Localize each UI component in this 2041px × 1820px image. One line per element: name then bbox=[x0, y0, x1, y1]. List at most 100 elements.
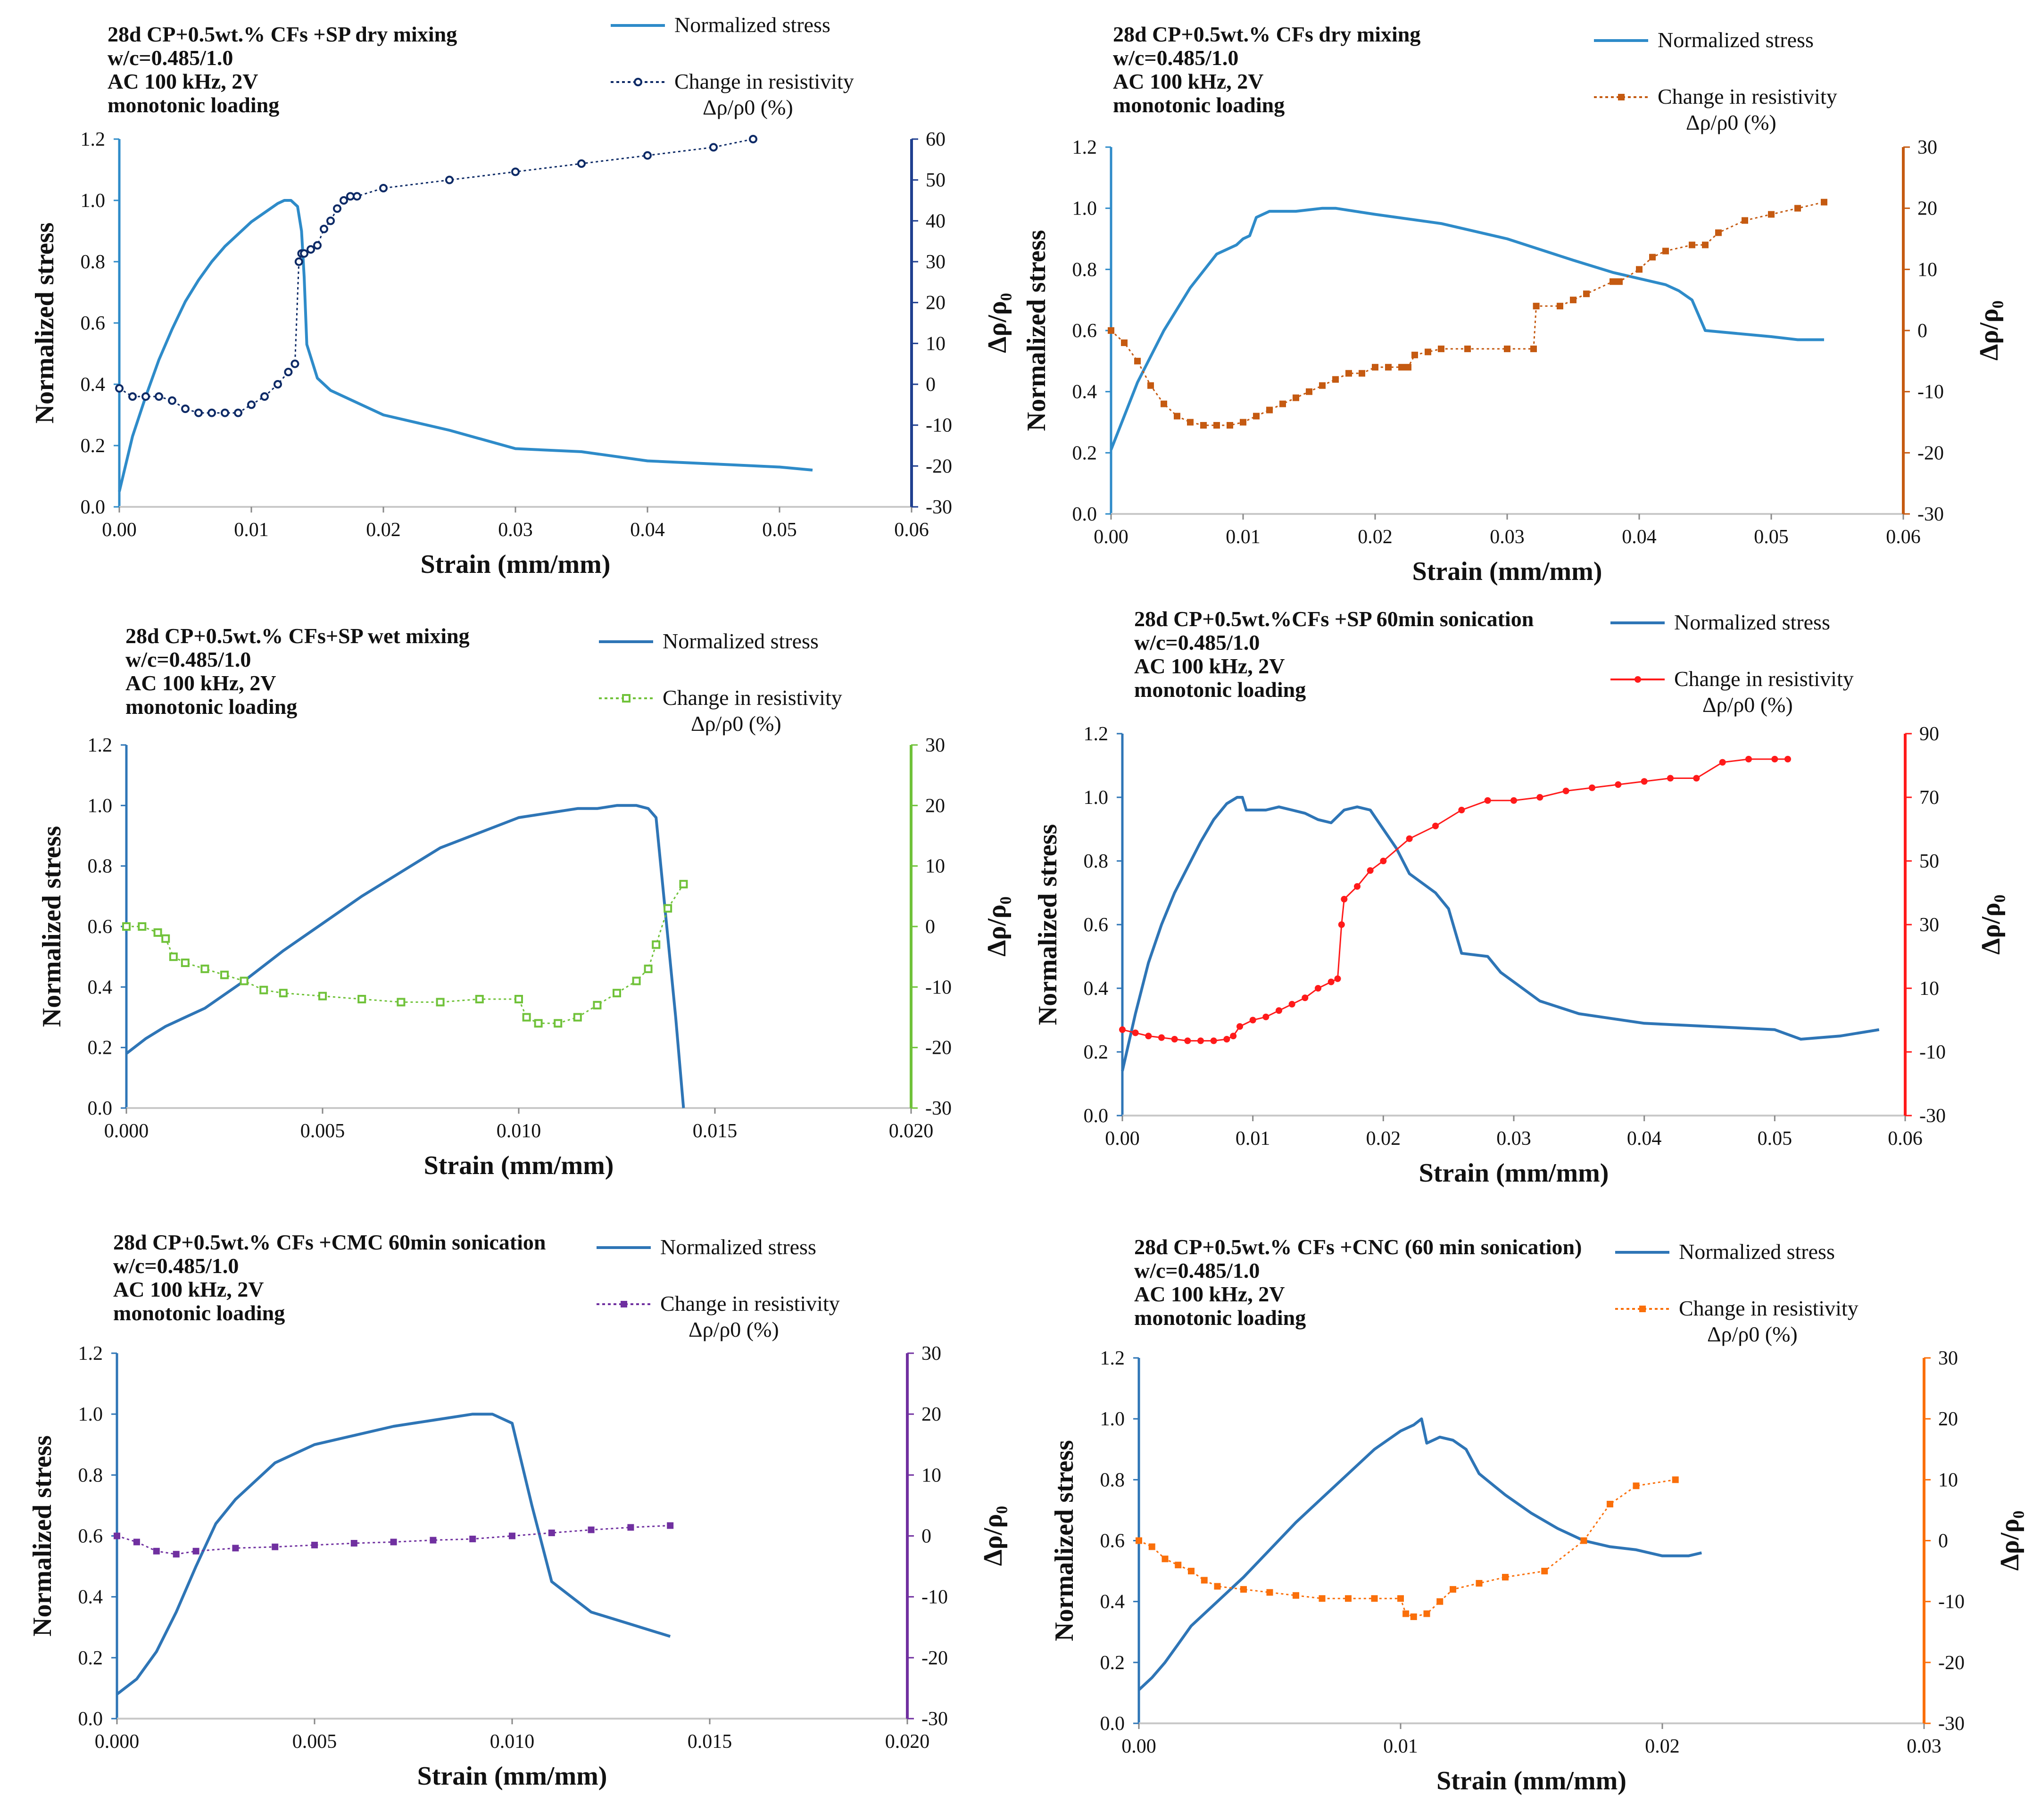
resistivity-point bbox=[1136, 1537, 1142, 1544]
y2-tick-label: 20 bbox=[1917, 198, 1937, 220]
resistivity-point bbox=[430, 1537, 437, 1544]
chart-title-line: 28d CP+0.5wt.% CFs+SP wet mixing bbox=[125, 624, 470, 648]
y-tick-label: 0.6 bbox=[78, 1526, 103, 1547]
resistivity-point bbox=[1145, 1033, 1152, 1040]
x-tick-label: 0.02 bbox=[1366, 1128, 1401, 1150]
y2-tick-label: -30 bbox=[921, 1708, 948, 1730]
resistivity-point bbox=[1236, 1023, 1243, 1030]
resistivity-point bbox=[397, 998, 406, 1007]
y2-tick-label: -20 bbox=[921, 1647, 948, 1669]
chart-title-line: w/c=0.485/1.0 bbox=[113, 1254, 239, 1278]
resistivity-point bbox=[1607, 1501, 1613, 1507]
resistivity-point bbox=[333, 204, 341, 213]
y2-axis-label: Δρ/ρ₀ bbox=[979, 1506, 1008, 1566]
chart-title-line: AC 100 kHz, 2V bbox=[125, 671, 276, 695]
resistivity-point bbox=[133, 1539, 140, 1546]
chart-panel-3: 28d CP+0.5wt.% CFs+SP wet mixingw/c=0.48… bbox=[37, 624, 1012, 1180]
y2-tick-label: -10 bbox=[1919, 1042, 1946, 1063]
legend-stress-label: Normalized stress bbox=[1679, 1240, 1835, 1264]
resistivity-point bbox=[1385, 364, 1392, 371]
resistivity-point bbox=[1589, 784, 1595, 791]
resistivity-point bbox=[1397, 1595, 1404, 1602]
resistivity-point bbox=[1425, 348, 1431, 356]
x-tick-label: 0.06 bbox=[894, 519, 929, 541]
resistivity-point bbox=[709, 143, 718, 152]
y-tick-label: 0.6 bbox=[1084, 914, 1109, 936]
resistivity-point bbox=[1158, 1034, 1165, 1041]
resistivity-point bbox=[1715, 229, 1722, 236]
resistivity-point bbox=[1821, 199, 1827, 206]
resistivity-point bbox=[1327, 978, 1335, 985]
x-tick-label: 0.03 bbox=[1496, 1128, 1531, 1150]
resistivity-point bbox=[153, 928, 162, 937]
chart-title-line: monotonic loading bbox=[1113, 93, 1285, 117]
y-tick-label: 1.0 bbox=[78, 1404, 103, 1425]
y2-tick-label: 70 bbox=[1919, 787, 1939, 809]
y-tick-label: 0.0 bbox=[78, 1708, 103, 1730]
resistivity-point bbox=[290, 359, 299, 368]
y-tick-label: 1.2 bbox=[1084, 723, 1109, 745]
resistivity-point bbox=[1636, 266, 1643, 273]
y2-tick-label: 50 bbox=[1919, 851, 1939, 872]
y2-tick-label: -30 bbox=[926, 496, 952, 518]
chart-title-line: monotonic loading bbox=[1134, 678, 1306, 702]
resistivity-point bbox=[1288, 1001, 1295, 1008]
y2-tick-label: 30 bbox=[921, 1343, 941, 1365]
y-tick-label: 0.8 bbox=[1084, 851, 1109, 872]
resistivity-point bbox=[247, 400, 256, 409]
resistivity-point bbox=[1161, 400, 1167, 407]
legend-resistivity-label: Change in resistivity bbox=[663, 686, 842, 710]
chart-title-line: 28d CP+0.5wt.% CFs +CNC (60 min sonicati… bbox=[1134, 1235, 1582, 1259]
x-tick-label: 0.05 bbox=[1758, 1128, 1792, 1150]
legend-resistivity-label: Change in resistivity bbox=[1658, 84, 1837, 108]
legend-resistivity-unit: Δρ/ρ0 (%) bbox=[1702, 693, 1793, 717]
resistivity-point bbox=[155, 392, 163, 401]
resistivity-point bbox=[1293, 394, 1299, 401]
resistivity-point bbox=[1672, 1476, 1679, 1483]
y-tick-label: 0.6 bbox=[1100, 1530, 1125, 1552]
resistivity-point bbox=[138, 922, 147, 931]
resistivity-point bbox=[1405, 364, 1411, 371]
chart-title-line: monotonic loading bbox=[113, 1301, 285, 1325]
series-normalized-stress-line bbox=[1121, 796, 1880, 1072]
legend: Normalized stress Change in resistivityΔρ… bbox=[1615, 1240, 1858, 1346]
y-tick-label: 0.2 bbox=[78, 1647, 103, 1669]
resistivity-point bbox=[220, 970, 229, 979]
resistivity-point bbox=[326, 216, 335, 225]
resistivity-point bbox=[114, 1532, 120, 1539]
resistivity-point bbox=[1702, 241, 1709, 248]
y-axis-label: Normalized stress bbox=[1022, 230, 1051, 431]
x-tick-label: 0.06 bbox=[1888, 1128, 1923, 1150]
x-axis-label: Strain (mm/mm) bbox=[424, 1151, 614, 1180]
resistivity-point bbox=[320, 224, 328, 233]
resistivity-point bbox=[346, 192, 355, 201]
y-tick-label: 0.4 bbox=[1084, 978, 1109, 1000]
resistivity-point bbox=[181, 405, 190, 413]
y2-tick-label: -10 bbox=[925, 976, 952, 998]
legend-resistivity-marker bbox=[1618, 94, 1625, 100]
resistivity-point bbox=[1293, 1592, 1299, 1599]
y2-tick-label: -10 bbox=[1938, 1591, 1965, 1613]
chart-title-line: AC 100 kHz, 2V bbox=[1134, 1282, 1285, 1306]
resistivity-point bbox=[632, 976, 641, 985]
resistivity-point bbox=[115, 384, 124, 393]
y-tick-label: 0.4 bbox=[81, 374, 106, 396]
chart-title-line: monotonic loading bbox=[125, 695, 297, 719]
resistivity-point bbox=[644, 964, 653, 973]
resistivity-point bbox=[548, 1530, 555, 1537]
resistivity-point bbox=[1641, 778, 1648, 785]
x-tick-label: 0.015 bbox=[693, 1120, 738, 1142]
resistivity-point bbox=[1745, 756, 1752, 762]
resistivity-point bbox=[1583, 290, 1590, 298]
y2-tick-label: 20 bbox=[926, 292, 946, 314]
resistivity-point bbox=[652, 940, 661, 949]
legend-stress-label: Normalized stress bbox=[1674, 610, 1830, 634]
resistivity-point bbox=[436, 998, 445, 1007]
y-tick-label: 1.0 bbox=[88, 795, 113, 817]
resistivity-point bbox=[1580, 1537, 1587, 1544]
resistivity-point bbox=[1359, 370, 1365, 377]
resistivity-point bbox=[1121, 339, 1128, 346]
x-tick-label: 0.000 bbox=[104, 1120, 149, 1142]
y-axis-label: Normalized stress bbox=[30, 223, 59, 424]
resistivity-point bbox=[475, 995, 484, 1003]
